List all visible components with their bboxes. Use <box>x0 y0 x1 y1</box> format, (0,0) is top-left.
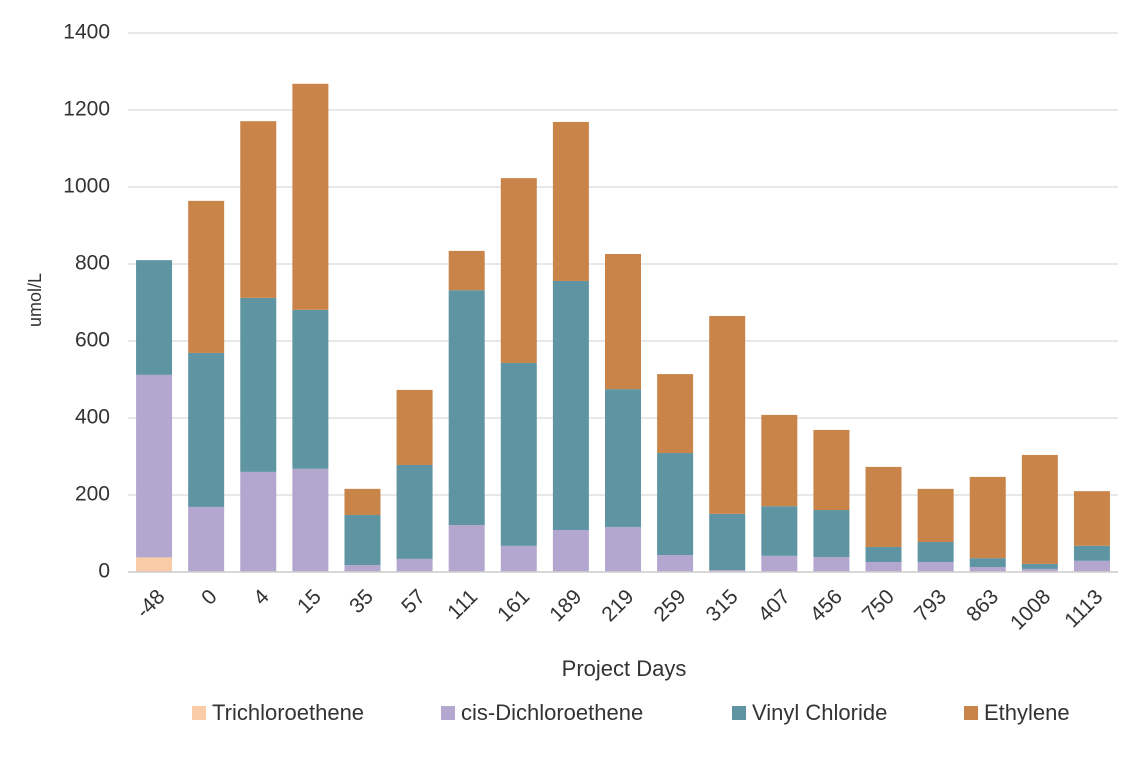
y-tick-label: 600 <box>75 329 110 352</box>
x-tick-label: 407 <box>754 585 795 626</box>
x-tick-label: 793 <box>910 585 951 626</box>
bar-segment <box>813 510 850 557</box>
bar-segment <box>448 290 485 526</box>
bar-segment <box>761 414 798 507</box>
bar-segment <box>500 545 537 572</box>
bar-segment <box>1021 568 1058 572</box>
bar-segment <box>396 558 433 572</box>
x-tick-label: 315 <box>702 585 743 626</box>
y-tick-label: 400 <box>75 406 110 429</box>
bar-segment <box>969 566 1006 572</box>
bar-segment <box>1073 560 1110 572</box>
bar-segment <box>188 200 225 353</box>
x-tick-label: 0 <box>197 585 222 610</box>
x-tick-label: 863 <box>962 585 1003 626</box>
bar-segment <box>969 476 1006 559</box>
bar-segment <box>657 453 694 556</box>
bar-segment <box>605 526 641 572</box>
bar-segment <box>344 565 381 572</box>
y-tick-label: 1200 <box>63 98 110 121</box>
bar-segment <box>292 309 329 469</box>
bar-segment <box>240 297 277 472</box>
x-tick-label: 4 <box>249 585 274 610</box>
bar-segment <box>605 389 641 527</box>
legend-label: Ethylene <box>984 700 1070 725</box>
bar-segment <box>605 253 641 390</box>
y-tick-label: 200 <box>75 483 110 506</box>
x-tick-label: 35 <box>345 585 378 618</box>
bar-segment <box>917 561 954 572</box>
x-tick-label: 111 <box>443 585 482 624</box>
bar-segment <box>657 555 694 572</box>
bar-segment <box>552 530 589 572</box>
x-tick-label: 161 <box>493 585 534 626</box>
bar-segment <box>969 558 1006 567</box>
bar-segment <box>136 260 173 375</box>
bar-segment <box>761 555 798 572</box>
x-tick-label: 259 <box>650 585 691 626</box>
bar-segment <box>188 506 225 572</box>
bar-segment <box>136 557 173 572</box>
bar-segment <box>1021 563 1058 569</box>
bar-segment <box>813 429 850 511</box>
bar-segment <box>292 83 329 310</box>
legend-swatch <box>732 706 746 720</box>
x-tick-label: 1008 <box>1006 585 1055 634</box>
bar-segment <box>865 466 902 547</box>
bar-segment <box>709 513 746 571</box>
x-tick-label: 750 <box>858 585 899 626</box>
bar-segment <box>344 515 381 566</box>
x-tick-label: 1113 <box>1060 585 1107 632</box>
bar-segment <box>500 362 537 546</box>
x-axis-title: Project Days <box>562 656 687 681</box>
bar-segment <box>292 468 329 572</box>
x-tick-label: 15 <box>293 585 326 618</box>
bar-segment <box>865 546 902 562</box>
bar-segment <box>240 121 277 298</box>
x-tick-label: 57 <box>397 585 430 618</box>
legend-swatch <box>441 706 455 720</box>
bar-segment <box>136 374 173 558</box>
bar-segment <box>761 506 798 556</box>
legend-label: Vinyl Chloride <box>752 700 887 725</box>
y-tick-label: 0 <box>98 560 110 583</box>
bar-segment <box>917 541 954 562</box>
legend-swatch <box>192 706 206 720</box>
bar-segment <box>188 352 225 507</box>
bar-segment <box>657 374 694 454</box>
x-tick-label: -48 <box>132 585 170 623</box>
bar-segment <box>396 389 433 465</box>
legend-swatch <box>964 706 978 720</box>
bar-segment <box>396 464 433 559</box>
y-tick-label: 800 <box>75 252 110 275</box>
bar-segment <box>448 525 485 572</box>
x-tick-label: 219 <box>597 585 638 626</box>
x-tick-label: 456 <box>806 585 847 626</box>
y-axis-title: umol/L <box>25 273 45 327</box>
bar-segment <box>344 488 381 516</box>
bar-segment <box>1073 545 1110 561</box>
bar-segment <box>1073 491 1110 546</box>
bar-segment <box>917 488 954 542</box>
y-tick-label: 1000 <box>63 175 110 198</box>
bar-segment <box>552 280 589 531</box>
bar-segment <box>709 570 746 572</box>
bar-segment <box>709 315 746 514</box>
legend-label: Trichloroethene <box>212 700 364 725</box>
bar-segment <box>1021 454 1058 564</box>
bar-segment <box>865 561 902 572</box>
bar-segment <box>552 121 589 281</box>
bar-segment <box>240 471 277 572</box>
y-tick-label: 1400 <box>63 21 110 44</box>
legend-label: cis-Dichloroethene <box>461 700 643 725</box>
bar-segment <box>500 178 537 363</box>
bar-segment <box>448 250 485 291</box>
x-tick-label: 189 <box>545 585 586 626</box>
bar-segment <box>813 556 850 572</box>
